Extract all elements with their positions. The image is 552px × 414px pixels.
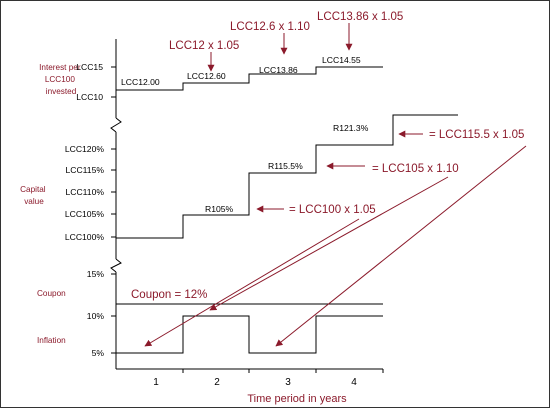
axis-break-icon — [110, 117, 122, 133]
rates-tick-label: 15% — [87, 269, 105, 279]
x-tick-label: 4 — [351, 377, 357, 388]
inflation-link-arrow — [209, 176, 449, 311]
interest-annotation: LCC13.86 x 1.05 — [317, 11, 403, 23]
coupon-label: Coupon — [37, 289, 66, 298]
capital-step-line — [116, 114, 458, 239]
interest-step-label: LCC13.86 — [259, 65, 298, 75]
coupon-annotation: Coupon = 12% — [131, 289, 207, 301]
capital-step-label: R115.5% — [268, 161, 303, 171]
capital-annotation: = LCC100 x 1.05 — [289, 204, 376, 216]
capital-tick-label: LCC115% — [65, 165, 104, 175]
capital-tick-label: LCC110% — [65, 187, 104, 197]
interest-annotation: LCC12.6 x 1.10 — [230, 21, 310, 33]
rates-tick-label: 5% — [92, 348, 105, 358]
x-axis-title: Time period in years — [247, 393, 347, 405]
x-tick-label: 2 — [214, 377, 220, 388]
interest-step-label: LCC14.55 — [322, 55, 361, 65]
interest-tick-label: LCC15 — [76, 62, 103, 72]
interest-step-label: LCC12.60 — [187, 71, 226, 81]
capital-tick-label: LCC105% — [65, 209, 105, 219]
capital-tick-label: LCC120% — [65, 144, 105, 154]
rates-tick-label: 10% — [87, 311, 105, 321]
interest-annotation: LCC12 x 1.05 — [169, 40, 239, 52]
capital-axis-label: Capital value — [20, 185, 48, 206]
capital-tick-label: LCC100% — [65, 232, 105, 242]
x-tick-label: 3 — [285, 377, 291, 388]
capital-step-label: R121.3% — [333, 123, 369, 133]
interest-step-label: LCC12.00 — [121, 77, 160, 87]
interest-step-line — [116, 66, 383, 91]
capital-annotation: = LCC105 x 1.10 — [372, 163, 459, 175]
capital-step-label: R105% — [205, 204, 234, 214]
inflation-link-arrow — [275, 145, 527, 347]
inflation-step-line — [116, 315, 383, 354]
capital-annotation: = LCC115.5 x 1.05 — [429, 129, 524, 141]
interest-tick-label: LCC10 — [76, 92, 103, 102]
axis-break-icon — [110, 258, 122, 273]
inflation-link-arrow — [144, 218, 360, 347]
x-tick-label: 1 — [153, 377, 159, 388]
interest-axis-label: Interest per LCC100 invested — [39, 63, 83, 96]
inflation-label: Inflation — [37, 336, 66, 345]
